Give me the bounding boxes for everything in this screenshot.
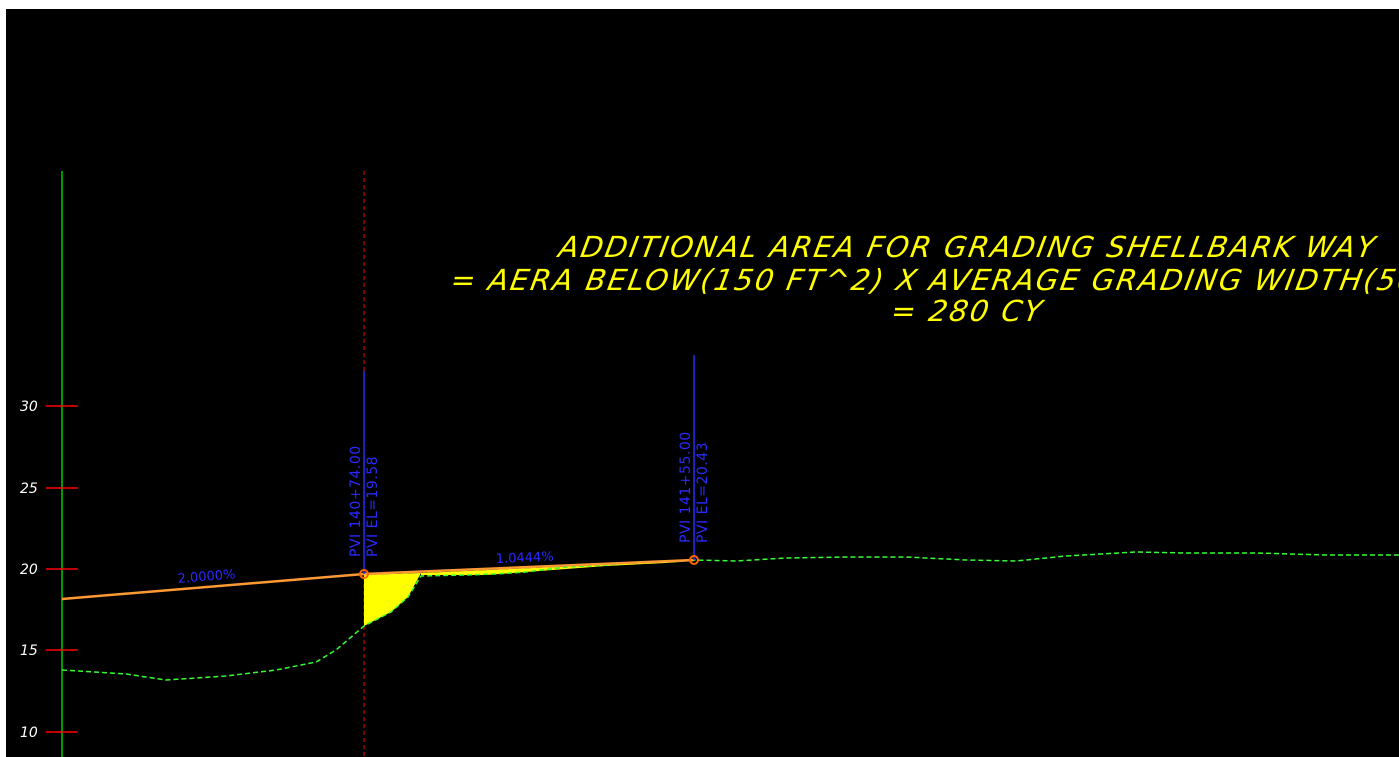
grade-label-2: 1.0444% [496, 550, 554, 567]
pvi-1-labels: PVI 140+74.00 PVI EL=19.58 [348, 445, 381, 557]
pvi-1-elevation-label: PVI EL=19.58 [365, 456, 381, 557]
fill-area [364, 573, 421, 626]
tick-label-15: 15 [20, 643, 38, 659]
profile-drawing: 30 25 20 15 10 PVI 140+74.0 [20, 171, 1399, 757]
tick-label-25: 25 [20, 481, 38, 497]
pvi-2-point [689, 555, 699, 565]
pvi-2-elevation-label: PVI EL=20.43 [695, 442, 711, 543]
existing-ground-line [61, 551, 1399, 681]
pvi-2-labels: PVI 141+55.00 PVI EL=20.43 [678, 431, 711, 543]
pvi-2-station-label: PVI 141+55.00 [678, 431, 694, 543]
note-line-1: ADDITIONAL AREA FOR GRADING SHELLBARK WA… [554, 230, 1380, 264]
grading-note: ADDITIONAL AREA FOR GRADING SHELLBARK WA… [448, 230, 1399, 328]
pvi-1-station-label: PVI 140+74.00 [348, 445, 364, 557]
profile-canvas: 30 25 20 15 10 PVI 140+74.0 [6, 9, 1399, 757]
tick-label-20: 20 [20, 562, 38, 578]
y-axis-ticks: 30 25 20 15 10 [20, 399, 78, 741]
tick-label-30: 30 [20, 399, 38, 415]
grade-label-1: 2.0000% [177, 567, 236, 587]
tick-label-10: 10 [20, 725, 38, 741]
pvi-1-point [359, 569, 369, 579]
note-line-3: = 280 CY [889, 294, 1047, 328]
note-line-2: = AERA BELOW(150 FT^2) X AVERAGE GRADING… [448, 263, 1399, 297]
